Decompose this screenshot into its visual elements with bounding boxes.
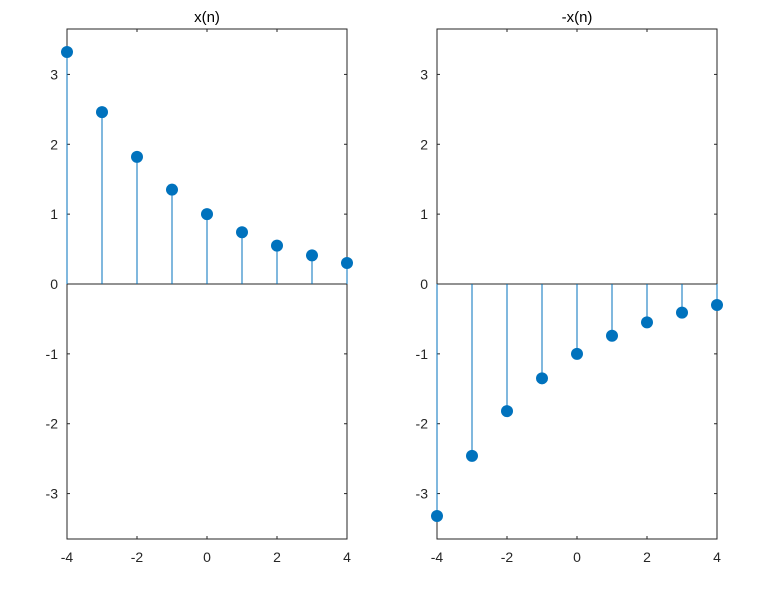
x-tick-label: 4 [713,549,721,565]
chart-title: -x(n) [562,9,593,26]
stem-marker [131,150,143,163]
x-tick-label: 0 [203,549,211,565]
y-tick-label: 0 [420,276,428,292]
stem-marker [341,257,353,270]
stem-marker [571,347,583,360]
y-tick-label: 3 [420,66,428,82]
stem-marker [431,509,443,522]
stem-marker [166,183,178,196]
chart-title: x(n) [194,9,220,26]
x-tick-label: -2 [131,549,144,565]
stem-marker [61,46,73,59]
stem-marker [466,449,478,462]
stem-marker [606,329,618,342]
subplot-neg-x-n: -3 -2 -1 0 1 2 3 -4 -2 0 2 4 -x(n) [416,9,723,565]
x-tick-label: -4 [61,549,74,565]
stem-marker [236,226,248,239]
x-tick-label: 0 [573,549,581,565]
y-tick-label: 1 [420,206,428,222]
stem-marker [201,208,213,221]
y-tick-label: 1 [50,206,58,222]
stem-marker [306,249,318,262]
y-tick-label: -1 [46,346,59,362]
y-tick-label: -3 [46,486,59,502]
y-tick-label: -2 [416,416,429,432]
y-tick-label: 0 [50,276,58,292]
x-tick-label: -2 [501,549,514,565]
stem-marker [501,405,513,418]
x-tick-label: 2 [643,549,651,565]
y-tick-label: 3 [50,66,58,82]
stem-marker [641,316,653,329]
stem-marker [96,106,108,119]
stem-marker [711,298,723,311]
subplot-x-n: -3 -2 -1 0 1 2 3 -4 -2 0 2 4 x(n) [46,9,353,565]
y-tick-label: -2 [46,416,59,432]
y-tick-label: -3 [416,486,429,502]
stem-marker [676,306,688,319]
x-tick-label: -4 [431,549,444,565]
stem-marker [536,372,548,385]
stem-marker [271,239,283,252]
x-tick-label: 4 [343,549,351,565]
y-tick-label: 2 [420,136,428,152]
y-tick-label: 2 [50,136,58,152]
y-tick-label: -1 [416,346,429,362]
x-tick-label: 2 [273,549,281,565]
